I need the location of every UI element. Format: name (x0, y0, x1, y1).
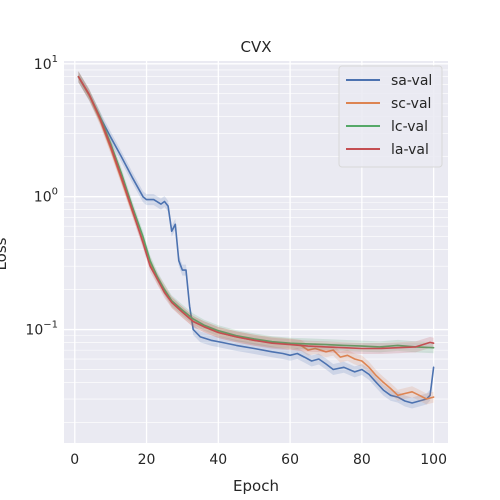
y-axis-title: Loss (0, 237, 10, 270)
x-axis-title: Epoch (233, 477, 279, 495)
legend: sa-val sc-val lc-val la-val (338, 65, 443, 168)
la-val-line (77, 75, 435, 350)
chart-title: CVX (240, 38, 271, 56)
legend-box (338, 65, 443, 168)
lc-val-line (77, 75, 435, 349)
x-tick-label: 100 (420, 452, 447, 468)
x-tick-label: 0 (70, 452, 79, 468)
legend-label: sc-val (391, 96, 431, 112)
tick-labels: 0 20 40 60 80 100 10−1 100 101 (25, 54, 447, 468)
x-tick-label: 20 (138, 452, 156, 468)
x-tick-label: 80 (353, 452, 371, 468)
x-tick-label: 60 (281, 452, 299, 468)
y-tick-label: 101 (34, 54, 58, 73)
sc-val-band (78, 71, 434, 405)
legend-label: lc-val (391, 119, 428, 135)
y-tick-label: 10−1 (25, 320, 58, 339)
x-tick-label: 40 (209, 452, 227, 468)
sa-val-line (77, 75, 435, 404)
legend-label: la-val (391, 142, 429, 158)
series-layer (77, 71, 435, 409)
y-tick-label: 100 (34, 187, 58, 206)
legend-label: sa-val (391, 73, 432, 89)
